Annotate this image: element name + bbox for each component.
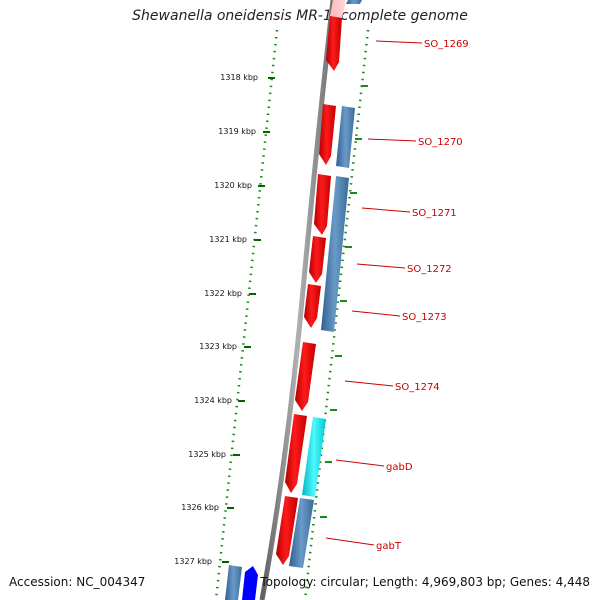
- cds-feature[interactable]: [319, 104, 336, 165]
- gene-label-so-1274[interactable]: SO_1274: [395, 382, 440, 393]
- gene-label-so-1271[interactable]: SO_1271: [412, 208, 457, 219]
- gene-label-so-1272[interactable]: SO_1272: [407, 264, 452, 275]
- label-leaders: [325, 40, 423, 546]
- scale-tick-label: 1327 kbp: [174, 557, 212, 566]
- map-title: Shewanella oneidensis MR-1, complete gen…: [132, 8, 468, 24]
- scale-tick-group: 1318 kbp 1319 kbp 1320 kbp 1321 kbp 1322…: [174, 73, 275, 566]
- blast-hit-feature[interactable]: [302, 417, 326, 497]
- blast-hit-feature[interactable]: [225, 565, 242, 600]
- gene-label-gabd[interactable]: gabD: [386, 462, 413, 473]
- blast-hit-feature[interactable]: [289, 498, 314, 568]
- cds-feature[interactable]: [285, 414, 307, 493]
- cds-feature[interactable]: [276, 496, 298, 565]
- outer-track-marks: [320, 85, 368, 518]
- gene-label-so-1273[interactable]: SO_1273: [402, 312, 447, 323]
- cds-feature[interactable]: [309, 236, 326, 283]
- scale-tick-label: 1319 kbp: [218, 127, 256, 136]
- genome-backbone: [259, 0, 336, 600]
- cds-feature[interactable]: [295, 342, 316, 411]
- accession-text: Accession: NC_004347: [9, 575, 146, 589]
- cds-track: [276, 0, 346, 565]
- blast-hit-feature[interactable]: [346, 0, 362, 4]
- cds-feature[interactable]: [330, 0, 346, 18]
- cds-feature[interactable]: [314, 174, 331, 235]
- cds-feature[interactable]: [326, 16, 342, 71]
- scale-tick-label: 1324 kbp: [194, 396, 232, 405]
- scale-tick-label: 1320 kbp: [214, 181, 252, 190]
- scale-tick-label: 1318 kbp: [220, 73, 258, 82]
- scale-tick-label: 1321 kbp: [209, 235, 247, 244]
- gene-label-gabt[interactable]: gabT: [376, 541, 402, 552]
- blast-hit-feature[interactable]: [336, 106, 355, 168]
- scale-tick-label: 1325 kbp: [188, 450, 226, 459]
- blast-hit-track: [225, 0, 362, 600]
- scale-tick-label: 1323 kbp: [199, 342, 237, 351]
- blast-hit-feature[interactable]: [321, 176, 349, 332]
- gene-label-so-1269[interactable]: SO_1269: [424, 39, 469, 50]
- scale-tick-label: 1322 kbp: [204, 289, 242, 298]
- other-feature[interactable]: [242, 566, 258, 600]
- scale-track-inner: [214, 29, 279, 600]
- scale-tick-label: 1326 kbp: [181, 503, 219, 512]
- cds-feature[interactable]: [304, 284, 321, 328]
- gene-label-group: SO_1269 SO_1270 SO_1271 SO_1272 SO_1273 …: [376, 39, 469, 552]
- gene-label-so-1270[interactable]: SO_1270: [418, 137, 463, 148]
- topology-text: Topology: circular; Length: 4,969,803 bp…: [260, 575, 590, 589]
